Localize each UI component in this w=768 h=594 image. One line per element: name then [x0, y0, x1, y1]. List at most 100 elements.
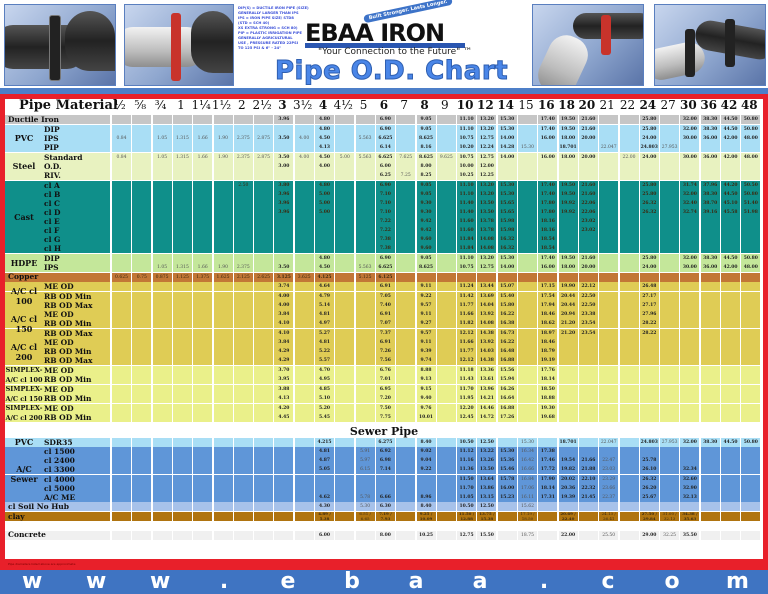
od-cell: 23.29 — [599, 474, 619, 484]
od-cell: 24.00 — [639, 152, 659, 162]
row-label: RB OD Min — [44, 394, 92, 403]
od-cell: 18.00 — [558, 152, 578, 162]
od-cell: 15.30 — [497, 189, 517, 199]
od-cell — [355, 244, 375, 254]
od-cell — [639, 161, 659, 171]
od-cell — [152, 161, 172, 171]
size-header-13: 6 — [379, 98, 389, 112]
od-cell: 11.40 — [457, 207, 477, 217]
od-cell — [274, 142, 294, 152]
od-cell — [294, 226, 314, 235]
od-cell — [132, 291, 152, 301]
material-group-label: PVC — [14, 437, 34, 448]
od-cell — [294, 189, 314, 199]
od-cell — [721, 319, 740, 329]
size-header-8: 3 — [278, 98, 287, 112]
od-cell: 6.90 — [375, 180, 395, 190]
od-cell: 14.72 — [477, 412, 497, 422]
od-cell — [254, 180, 274, 190]
od-cell — [112, 328, 131, 338]
od-cell — [700, 456, 720, 466]
od-cell — [132, 375, 152, 385]
od-cell — [741, 338, 761, 348]
od-cell — [213, 300, 233, 310]
od-cell: 11.60 — [457, 216, 477, 226]
od-cell — [741, 465, 761, 475]
od-cell — [700, 375, 720, 385]
od-cell — [254, 366, 274, 376]
od-cell — [619, 347, 639, 357]
od-cell: 22.06 — [578, 198, 598, 208]
od-cell — [578, 338, 598, 348]
od-cell — [294, 328, 314, 338]
od-cell: 26.20 — [639, 483, 659, 493]
od-cell — [233, 338, 253, 348]
od-cell — [396, 483, 416, 493]
od-cell — [132, 456, 152, 466]
od-cell: 4.10 — [274, 319, 294, 329]
od-cell — [355, 207, 375, 217]
od-cell — [335, 328, 355, 338]
row-label: SDR35 — [44, 437, 73, 447]
od-cell — [619, 244, 639, 254]
od-cell — [355, 437, 375, 447]
od-cell — [518, 133, 537, 143]
od-cell — [152, 456, 172, 466]
od-cell: 5.27 — [315, 328, 334, 338]
od-cell: 48.00 — [741, 133, 761, 143]
table-row: O.D. 3.00 4.00 6.00 8.00 10.00 12.00 — [5, 161, 763, 172]
row-label-bg — [5, 384, 110, 394]
od-cell — [518, 375, 537, 385]
od-cell — [132, 180, 152, 190]
od-cell — [578, 170, 598, 180]
size-header-0: ½ — [114, 98, 126, 112]
od-cell — [233, 207, 253, 217]
od-cell — [172, 394, 192, 403]
od-cell: 6.92 — [375, 447, 395, 457]
od-cell — [233, 465, 253, 475]
od-cell — [436, 328, 456, 338]
od-cell: 4.85 — [315, 384, 334, 394]
od-cell: 36.00 — [700, 152, 720, 162]
od-cell: 3.96 — [274, 198, 294, 208]
od-cell: 6.30 — [375, 502, 395, 512]
od-cell — [254, 189, 274, 199]
od-cell: 50.80 — [741, 124, 761, 134]
od-cell — [152, 244, 172, 254]
od-cell — [193, 282, 213, 292]
od-cell — [578, 412, 598, 422]
od-cell — [396, 502, 416, 512]
od-cell — [335, 394, 355, 403]
od-cell — [254, 319, 274, 329]
material-group-label: Concrete — [8, 530, 46, 540]
od-cell: 32.25 — [660, 530, 680, 540]
od-cell: 4.80 — [315, 124, 334, 134]
row-label: DIP — [44, 253, 60, 263]
od-cell — [518, 216, 537, 226]
od-cell — [355, 319, 375, 329]
od-cell: 7.10 — [375, 207, 395, 217]
row-label-bg — [5, 244, 110, 254]
od-cell — [396, 530, 416, 540]
od-cell — [213, 319, 233, 329]
od-cell: 4.13 — [315, 142, 334, 152]
od-cell — [741, 161, 761, 171]
note-line: XS EXTRA STRONG = SCH 80) — [238, 26, 298, 30]
od-cell: 3.88 — [274, 384, 294, 394]
od-cell: 23.02 — [578, 226, 598, 235]
od-cell: 30.00 — [680, 152, 700, 162]
od-cell: 5.91 — [355, 447, 375, 457]
od-cell: 6.91 — [375, 282, 395, 292]
od-cell: 21.60 — [578, 189, 598, 199]
coupling-photo-4 — [654, 4, 766, 86]
od-cell — [152, 235, 172, 245]
od-cell — [599, 282, 619, 292]
od-cell — [172, 347, 192, 357]
od-cell: 4.97 — [315, 319, 334, 329]
od-cell: 24.00 — [639, 133, 659, 143]
od-cell — [112, 366, 131, 376]
od-cell — [741, 235, 761, 245]
od-cell: 15.98 — [497, 226, 517, 235]
note-line: PIP = PLASTIC IRRIGATION PIPE — [238, 31, 302, 35]
